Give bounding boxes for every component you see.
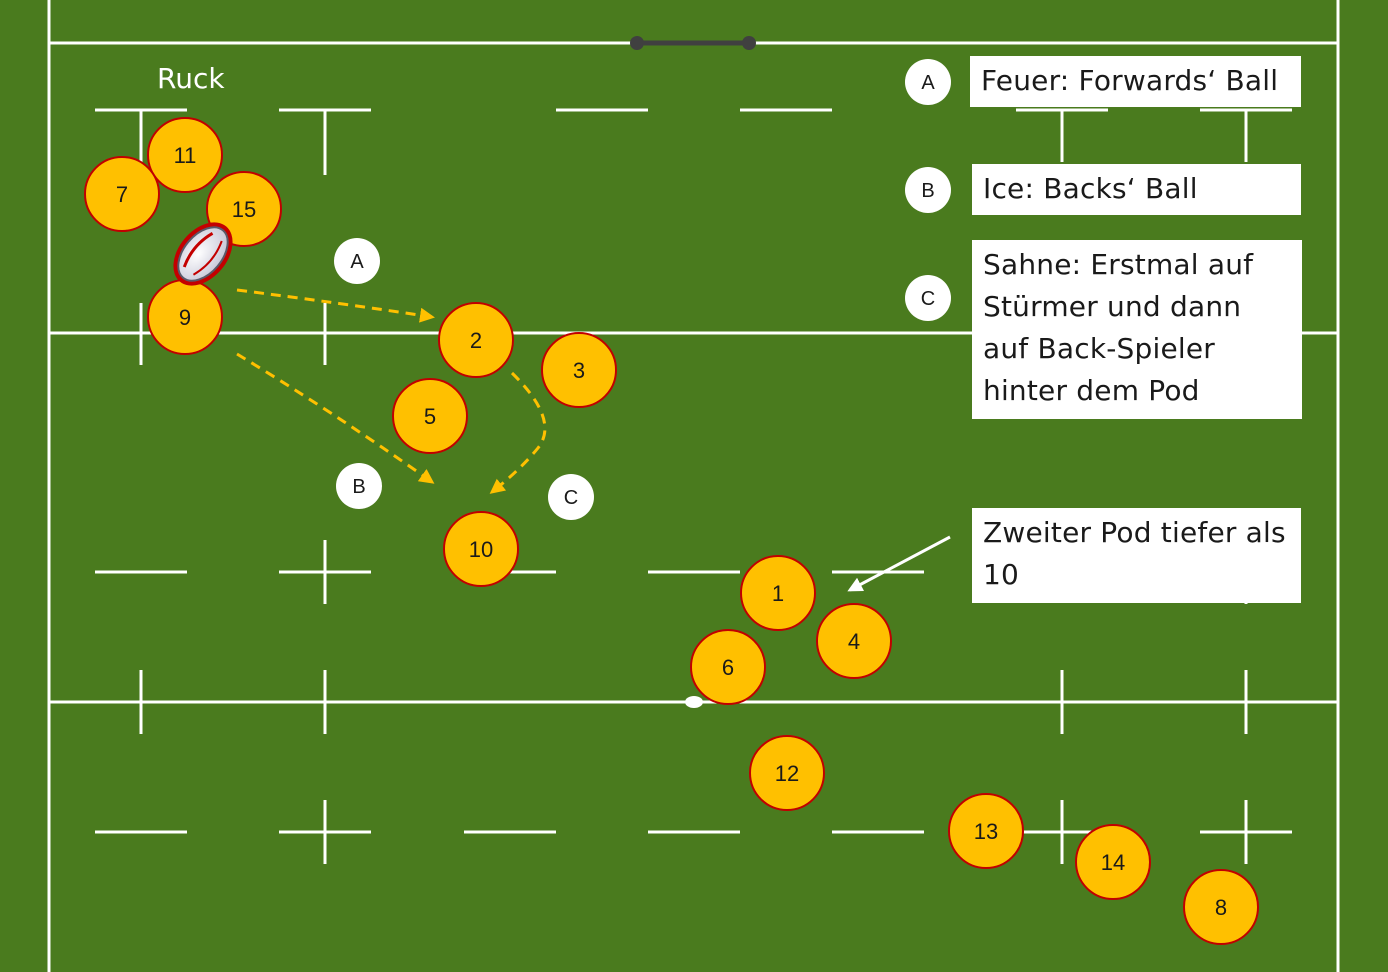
pass-arrows — [236, 288, 547, 494]
player-1[interactable]: 1 — [740, 555, 816, 631]
player-11[interactable]: 11 — [147, 117, 223, 193]
legend-marker-b: B — [905, 167, 951, 213]
svg-text:1: 1 — [772, 581, 784, 606]
legend-marker-c: C — [905, 275, 951, 321]
goal-posts — [630, 36, 756, 50]
svg-text:A: A — [921, 72, 935, 94]
legend-marker-a: A — [905, 59, 951, 105]
svg-text:C: C — [564, 487, 578, 509]
svg-text:12: 12 — [775, 761, 799, 786]
svg-text:10: 10 — [469, 537, 493, 562]
center-spot — [685, 696, 703, 708]
player-14[interactable]: 14 — [1075, 824, 1151, 900]
svg-text:8: 8 — [1215, 895, 1227, 920]
player-6[interactable]: 6 — [690, 629, 766, 705]
rugby-ball-icon — [173, 222, 233, 286]
arrow-icon — [847, 535, 951, 592]
player-12[interactable]: 12 — [749, 735, 825, 811]
svg-text:9: 9 — [179, 305, 191, 330]
svg-text:B: B — [921, 180, 934, 202]
players: 11 7 15 9 2 3 5 10 1 4 6 12 13 14 8 — [84, 117, 1259, 945]
ruck-label: Ruck — [157, 62, 225, 95]
svg-text:7: 7 — [116, 182, 128, 207]
pitch-lines — [47, 0, 1340, 972]
svg-text:A: A — [350, 251, 364, 273]
svg-text:5: 5 — [424, 404, 436, 429]
svg-text:13: 13 — [974, 819, 998, 844]
player-3[interactable]: 3 — [541, 332, 617, 408]
player-5[interactable]: 5 — [392, 378, 468, 454]
player-8[interactable]: 8 — [1183, 869, 1259, 945]
svg-text:15: 15 — [232, 197, 256, 222]
svg-text:C: C — [921, 288, 935, 310]
svg-text:14: 14 — [1101, 850, 1125, 875]
svg-text:4: 4 — [848, 629, 860, 654]
player-4[interactable]: 4 — [816, 603, 892, 679]
pass-arrow-c — [489, 371, 547, 494]
marker-c: C — [548, 474, 594, 520]
legend-a-box: Feuer: Forwards‘ Ball — [970, 56, 1301, 107]
svg-text:3: 3 — [573, 358, 585, 383]
svg-text:11: 11 — [174, 143, 197, 168]
marker-a: A — [334, 238, 380, 284]
note-box: Zweiter Pod tiefer als 10 — [972, 508, 1301, 603]
marker-b: B — [336, 463, 382, 509]
legend-c-box: Sahne: Erstmal auf Stürmer und dann auf … — [972, 240, 1302, 419]
svg-text:B: B — [352, 476, 365, 498]
player-7[interactable]: 7 — [84, 156, 160, 232]
player-2[interactable]: 2 — [438, 302, 514, 378]
pass-arrow-a — [236, 288, 435, 323]
legend-b-box: Ice: Backs‘ Ball — [972, 164, 1301, 215]
player-9[interactable]: 9 — [147, 279, 223, 355]
player-13[interactable]: 13 — [948, 793, 1024, 869]
svg-text:2: 2 — [470, 328, 482, 353]
svg-text:6: 6 — [722, 655, 734, 680]
player-10[interactable]: 10 — [443, 511, 519, 587]
